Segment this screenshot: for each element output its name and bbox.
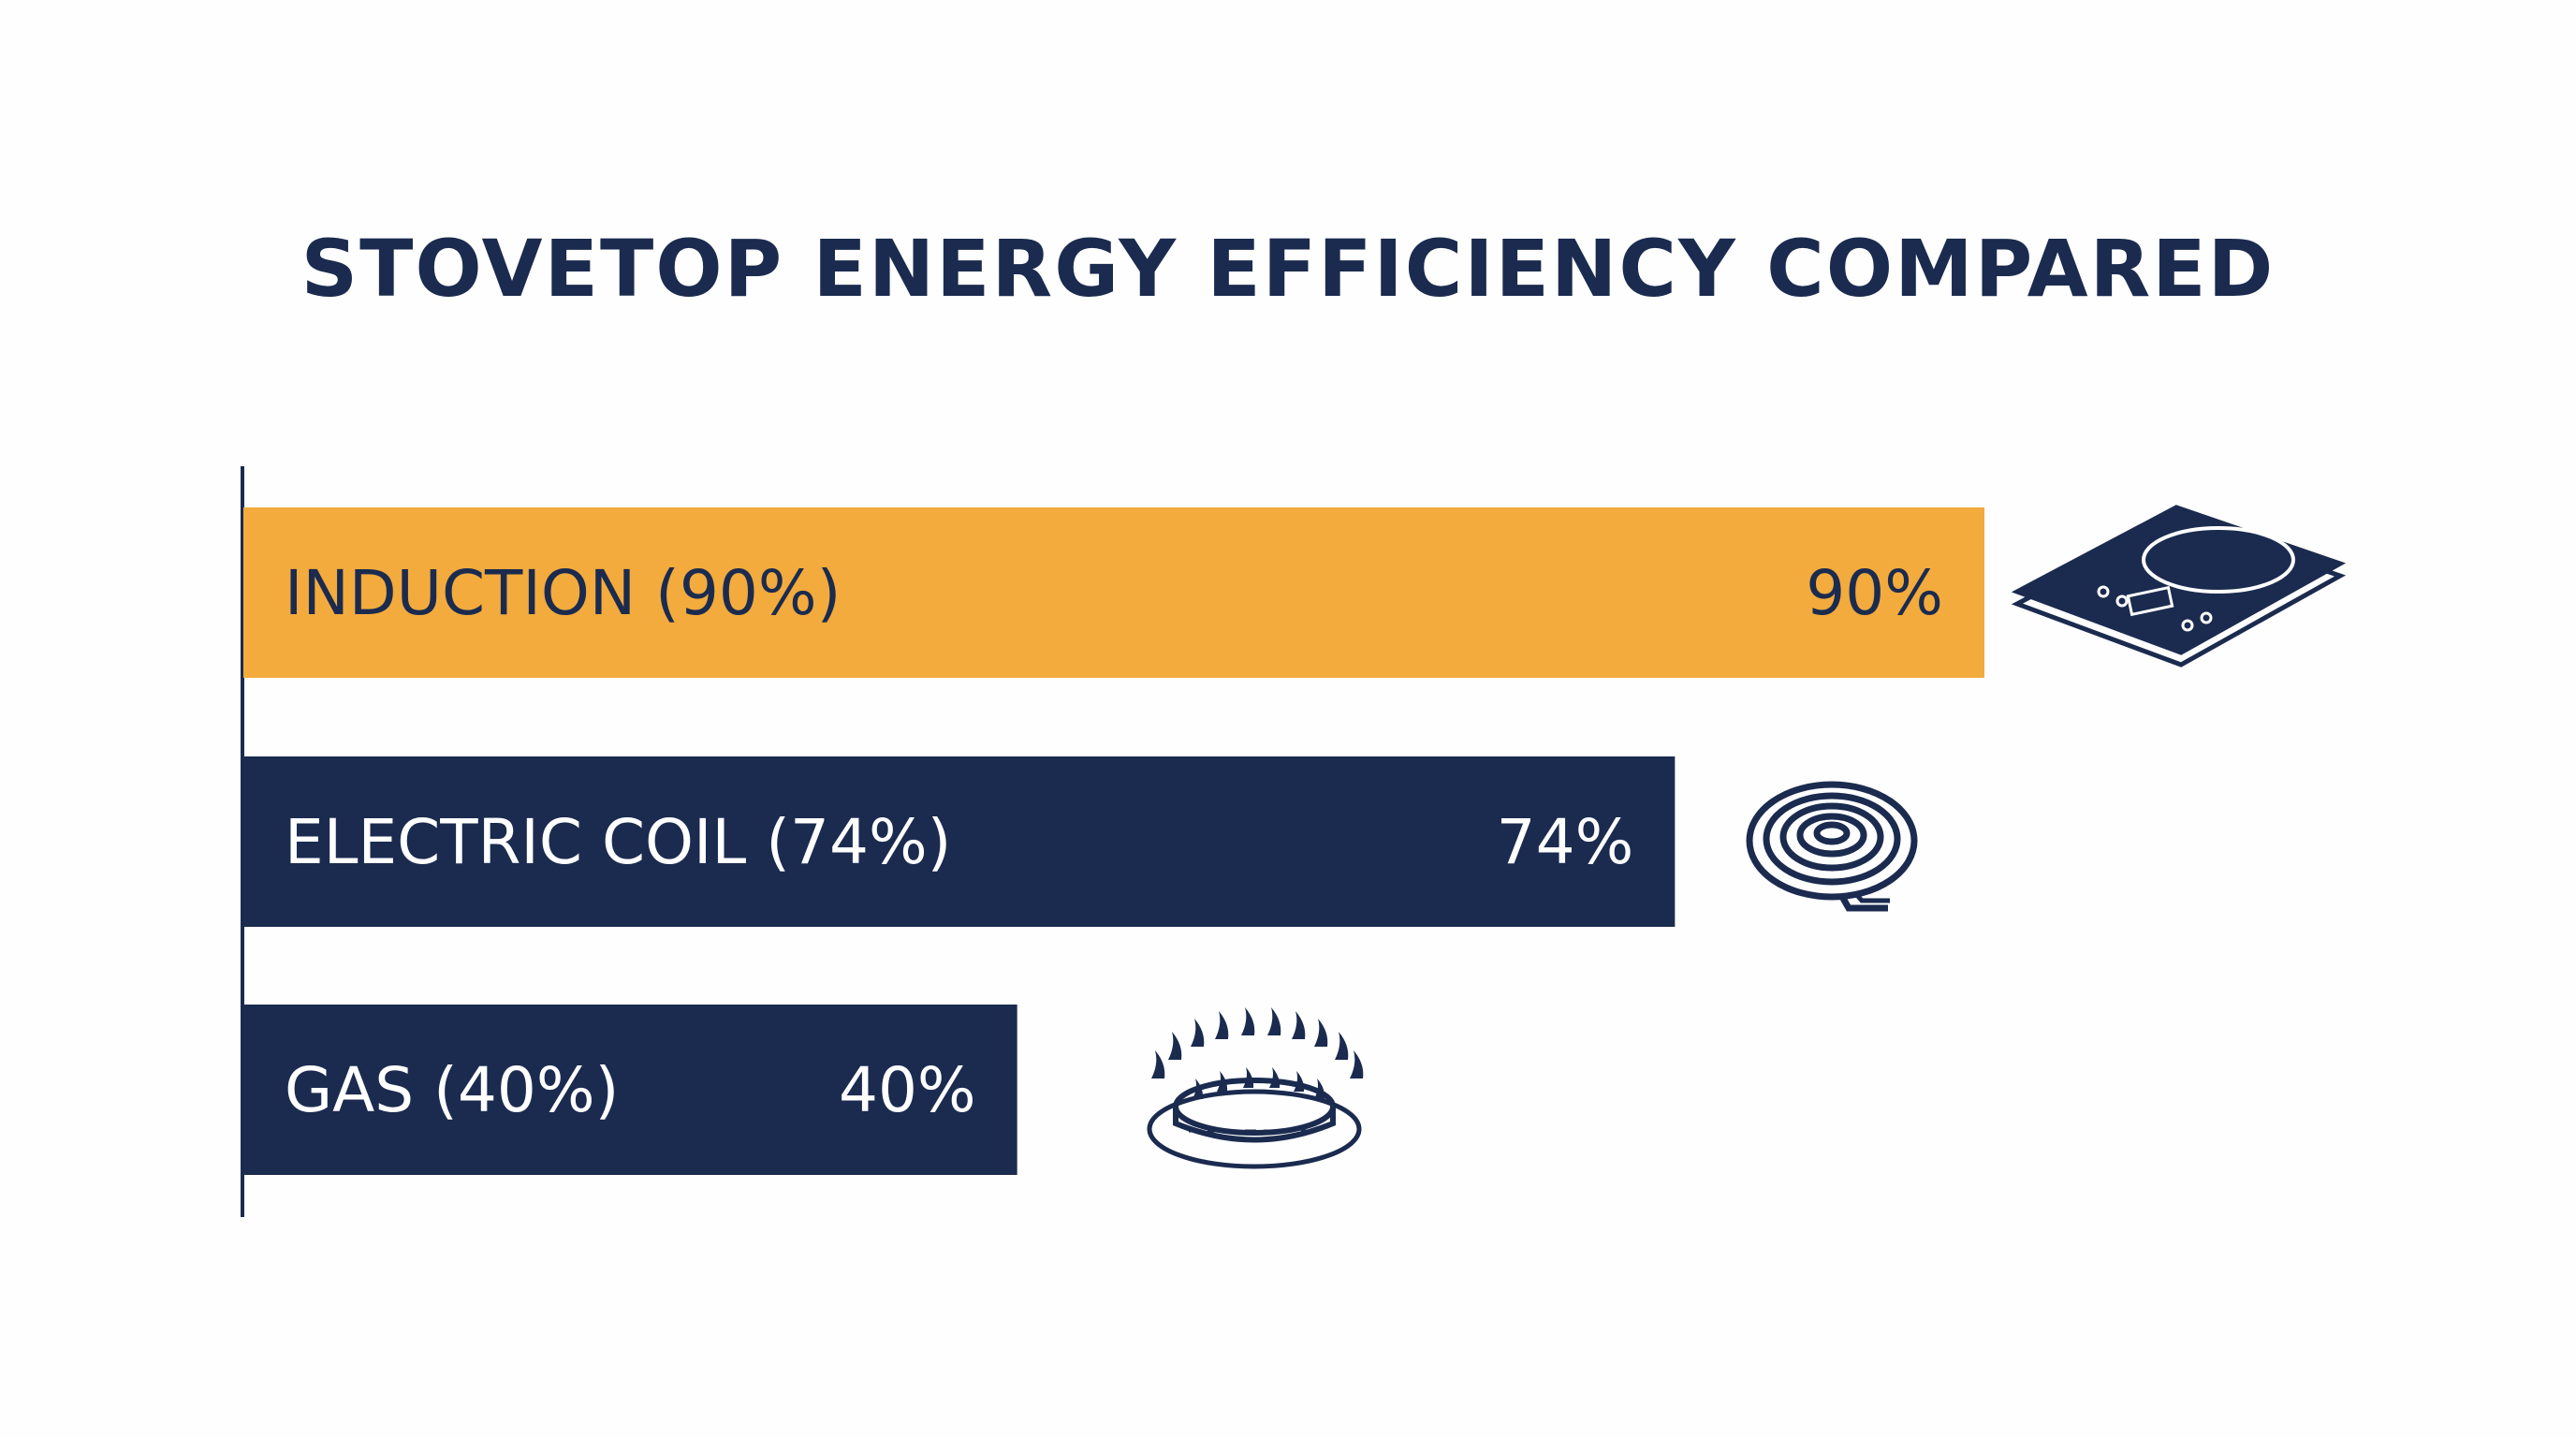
chart-title: STOVETOP ENERGY EFFICIENCY COMPARED	[300, 223, 2276, 315]
gas-burner-icon	[1147, 1007, 1364, 1169]
icons-layer	[1147, 505, 2347, 1169]
bar-category-label-2: GAS (40%)	[285, 1054, 619, 1126]
bar-category-label-1: ELECTRIC COIL (74%)	[285, 806, 951, 878]
bar-value-label-0: 90%	[1806, 557, 1943, 629]
bar-category-label-0: INDUCTION (90%)	[285, 557, 841, 629]
bars-layer: INDUCTION (90%) 90% ELECTRIC COIL (74%) 74%…	[243, 507, 1984, 1175]
bar-0	[243, 507, 1984, 678]
bar-2	[243, 1005, 1017, 1175]
bar-1	[243, 756, 1676, 927]
induction-cooktop-icon	[2011, 505, 2347, 668]
electric-coil-icon	[1746, 781, 1918, 912]
bar-value-label-1: 74%	[1497, 806, 1634, 878]
bar-value-label-2: 40%	[839, 1054, 976, 1126]
